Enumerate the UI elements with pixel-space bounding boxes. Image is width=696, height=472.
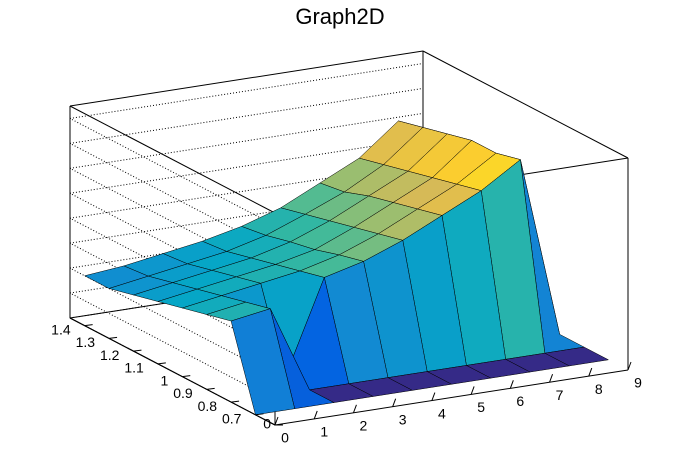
x-tick-label: 5 [477,399,485,415]
grid-line [69,167,276,276]
x-tick-label: 0 [281,430,289,446]
y-tick-label: 1.2 [100,347,120,363]
grid-line [69,112,424,169]
x-axis [274,369,629,426]
chart-title: Graph2D [295,4,384,29]
x-tick [274,416,279,426]
y-tick-label: 0.7 [222,411,242,427]
x-tick [588,367,593,377]
grid-line [69,137,424,194]
x-tick-label: 8 [595,381,603,397]
x-tick-label: 1 [320,424,328,440]
x-tick-label: 6 [516,393,524,409]
y-tick-label: 1.1 [124,360,144,376]
y-tick [255,413,264,416]
z-tick-label: 0 [263,416,271,432]
x-tick [431,392,436,401]
x-tick [392,398,397,407]
x-tick-label: 2 [360,417,368,433]
y-tick [206,387,215,390]
box-edge [69,50,424,107]
y-tick-label: 1 [160,372,168,388]
y-tick [133,349,142,352]
x-tick [352,404,357,413]
surface-cell [230,308,296,416]
x-tick-label: 4 [438,405,446,421]
x-tick [313,410,318,420]
x-tick-label: 7 [556,387,564,403]
x-tick-label: 9 [634,375,642,391]
grid-line [69,192,276,301]
y-tick-label: 0.8 [198,398,218,414]
y-tick [84,324,93,327]
x-tick [509,380,514,389]
y-tick [231,400,240,403]
grid-line [69,292,276,401]
y-tick [108,336,118,339]
grid-line [69,87,424,144]
grid-line [69,242,276,351]
y-tick [182,375,191,378]
box-edge [69,105,276,214]
grid-line [69,62,424,119]
y-tick-label: 1.4 [51,321,71,337]
x-tick [627,361,632,371]
y-axis [69,317,276,426]
grid-line [69,217,276,326]
x-tick [549,374,554,383]
grid-line [69,142,276,251]
box-edge [422,50,629,159]
x-tick [470,386,475,395]
y-tick-label: 1.3 [76,334,96,350]
y-tick-label: 0.9 [173,385,193,401]
x-tick-label: 3 [399,411,407,427]
grid-line [69,118,276,226]
y-tick [157,362,166,365]
